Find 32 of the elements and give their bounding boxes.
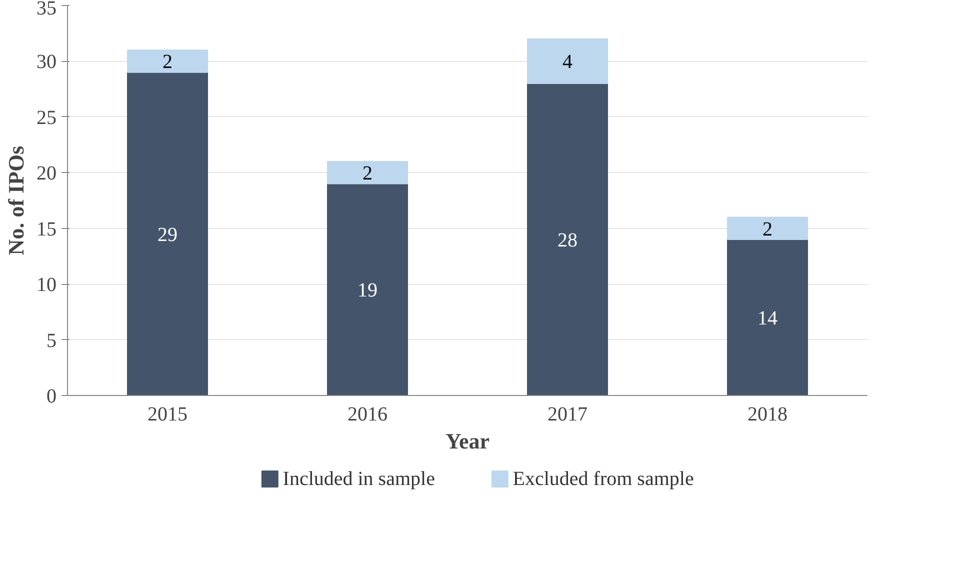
y-tick-label: 35 [36,0,56,20]
bar [727,216,808,240]
y-tick-label: 30 [36,51,56,74]
bar [527,83,608,396]
bar [727,239,808,396]
data-label: 29 [158,224,178,246]
bar [527,38,608,84]
y-tick-label: 20 [36,162,56,185]
y-tick-label: 5 [46,330,56,352]
bar [327,161,408,184]
legend-label: Excluded from sample [512,468,694,490]
data-label: 19 [358,280,378,302]
x-tick-label: 2015 [148,404,188,426]
x-tick-label: 2017 [548,404,588,426]
y-tick-label: 15 [36,218,56,240]
data-label: 28 [558,230,578,252]
data-label: 14 [758,308,778,330]
legend-label: Included in sample [282,468,436,490]
y-tick-label: 10 [36,274,56,296]
data-label: 2 [762,218,772,240]
data-label: 2 [162,51,172,74]
data-label: 2 [362,162,372,185]
x-tick-label: 2018 [748,404,788,426]
y-tick-label: 25 [36,106,56,129]
bar [127,72,208,396]
x-tick-label: 2016 [348,404,388,426]
y-tick-label: 0 [46,386,56,408]
data-label: 4 [562,51,572,74]
bar [127,50,208,73]
y-axis-title: No. of IPOs [4,145,28,256]
x-axis-title: Year [446,428,490,454]
bar [327,183,408,396]
